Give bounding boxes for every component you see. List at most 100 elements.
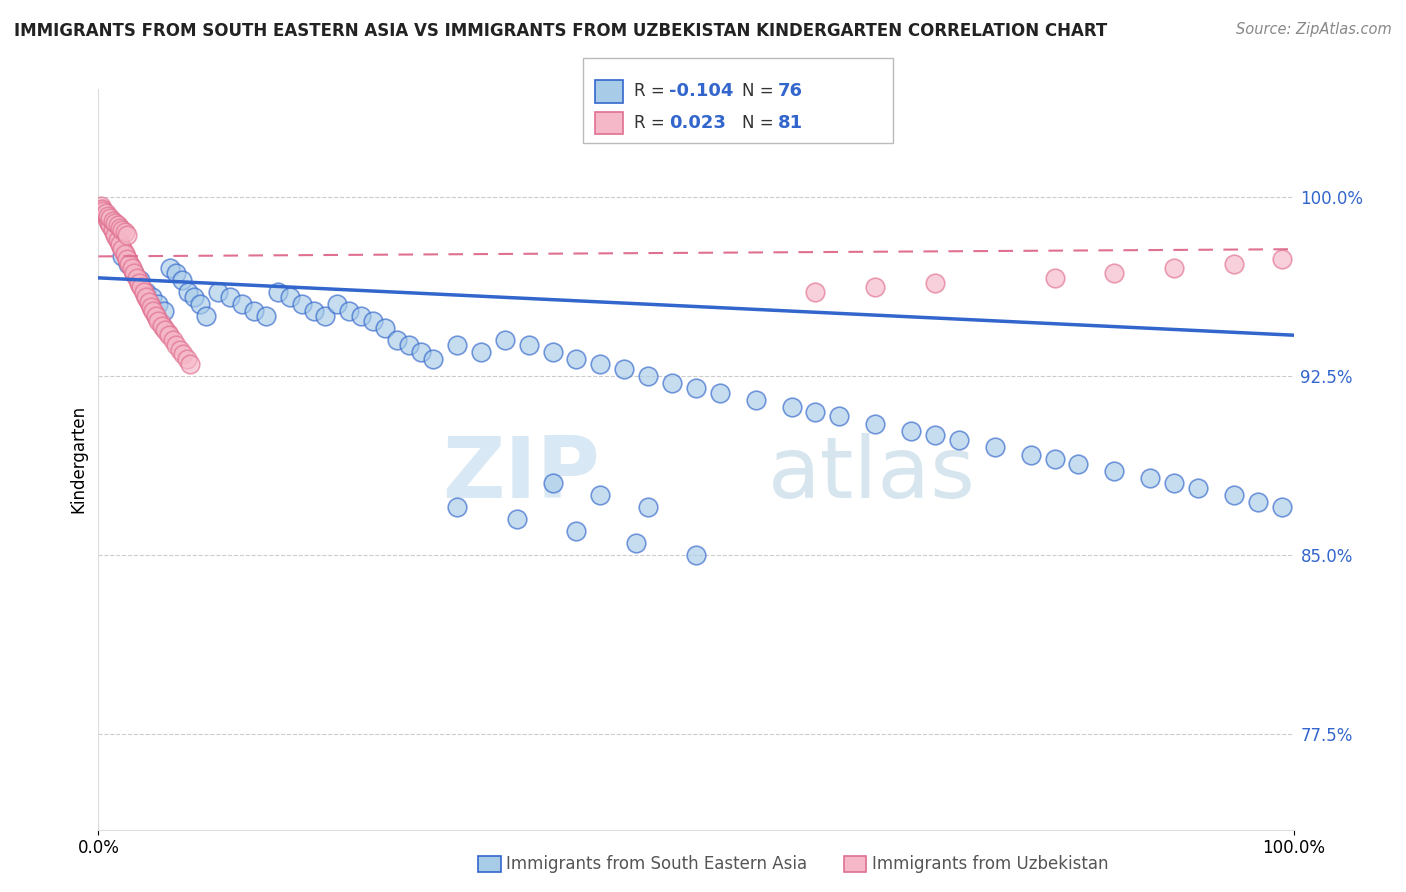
Point <box>141 301 163 316</box>
Text: R =: R = <box>634 82 671 101</box>
Point <box>1163 261 1185 276</box>
Point <box>948 434 970 448</box>
Text: Source: ZipAtlas.com: Source: ZipAtlas.com <box>1236 22 1392 37</box>
Point <box>326 297 349 311</box>
Point <box>156 326 179 340</box>
Point <box>101 213 124 227</box>
Point <box>685 548 707 562</box>
Point <box>1271 252 1294 266</box>
Point <box>1019 448 1042 462</box>
Point <box>709 385 731 400</box>
Point <box>94 209 117 223</box>
Text: 0.023: 0.023 <box>669 113 725 132</box>
Point <box>91 202 114 216</box>
Text: Immigrants from Uzbekistan: Immigrants from Uzbekistan <box>872 855 1108 873</box>
Point <box>98 216 121 230</box>
Point <box>172 347 194 361</box>
Point <box>91 204 114 219</box>
Point <box>117 256 139 270</box>
Point <box>339 304 361 318</box>
Point <box>142 304 165 318</box>
Point <box>470 345 492 359</box>
Point <box>105 219 128 233</box>
Point <box>131 283 153 297</box>
Point <box>411 345 433 359</box>
Point <box>125 271 148 285</box>
Point <box>315 309 337 323</box>
Text: Immigrants from South Eastern Asia: Immigrants from South Eastern Asia <box>506 855 807 873</box>
Point <box>828 409 851 424</box>
Point <box>135 290 157 304</box>
Point <box>1223 256 1246 270</box>
Point <box>363 314 385 328</box>
Point <box>176 352 198 367</box>
Point <box>1104 266 1126 280</box>
Text: N =: N = <box>742 113 779 132</box>
Point <box>183 290 205 304</box>
Point <box>506 512 529 526</box>
Point <box>172 273 194 287</box>
Point <box>188 297 211 311</box>
Text: 81: 81 <box>778 113 803 132</box>
Point <box>118 256 141 270</box>
Point <box>111 249 134 263</box>
Point <box>179 357 201 371</box>
Point <box>122 263 145 277</box>
Point <box>94 206 117 220</box>
Point <box>124 266 146 280</box>
Point <box>865 280 887 294</box>
Point <box>1067 457 1090 471</box>
Point <box>148 297 170 311</box>
Point <box>780 400 803 414</box>
Point <box>138 294 160 309</box>
Point <box>149 316 172 330</box>
Point <box>134 287 156 301</box>
Point <box>1247 495 1270 509</box>
Point <box>104 227 127 242</box>
Point <box>165 337 187 351</box>
Point <box>804 404 827 418</box>
Point <box>267 285 290 300</box>
Point <box>177 285 200 300</box>
Point <box>115 249 138 263</box>
Point <box>1043 271 1066 285</box>
Point <box>155 323 177 337</box>
Point <box>111 242 134 256</box>
Point <box>135 285 157 300</box>
Point <box>565 352 588 367</box>
Point <box>105 230 128 244</box>
Point <box>101 223 124 237</box>
Point <box>924 428 946 442</box>
Point <box>129 273 152 287</box>
Point <box>1271 500 1294 515</box>
Point <box>108 237 131 252</box>
Point <box>128 276 150 290</box>
Point <box>900 424 922 438</box>
Point <box>150 318 173 333</box>
Point <box>136 293 159 307</box>
Point <box>91 204 114 219</box>
Point <box>107 235 129 249</box>
Point <box>146 311 169 326</box>
Point <box>165 266 187 280</box>
Point <box>145 309 167 323</box>
Point <box>1223 488 1246 502</box>
Point <box>107 219 129 233</box>
Point <box>148 314 170 328</box>
Point <box>121 261 143 276</box>
Point <box>1104 464 1126 478</box>
Y-axis label: Kindergarten: Kindergarten <box>69 405 87 514</box>
Text: atlas: atlas <box>768 433 976 516</box>
Point <box>169 343 191 357</box>
Point <box>1043 452 1066 467</box>
Point <box>143 307 166 321</box>
Point <box>93 206 115 220</box>
Point <box>139 297 162 311</box>
Point <box>541 476 564 491</box>
Point <box>626 536 648 550</box>
Point <box>446 337 468 351</box>
Point <box>494 333 516 347</box>
Point <box>589 488 612 502</box>
Point <box>422 352 444 367</box>
Point <box>565 524 588 538</box>
